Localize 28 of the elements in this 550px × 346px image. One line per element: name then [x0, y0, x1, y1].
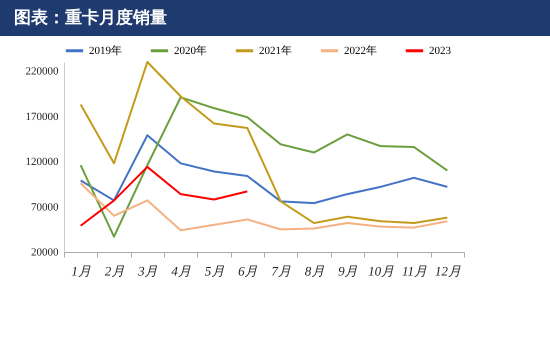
- legend-label: 2023: [429, 44, 452, 57]
- x-tick-label: 6月: [238, 264, 258, 278]
- x-tick-label: 2月: [104, 264, 124, 278]
- x-tick-label: 4月: [171, 264, 191, 278]
- x-tick-label: 1月: [71, 264, 91, 278]
- y-tick-label: 120000: [26, 156, 59, 168]
- x-tick-label: 9月: [338, 264, 358, 278]
- y-tick-label: 170000: [26, 110, 59, 123]
- chart-title: 图表：重卡月度销量: [0, 0, 550, 36]
- y-tick-label: 70000: [31, 201, 59, 214]
- line-series: [80, 61, 448, 224]
- legend-label: 2021年: [259, 44, 292, 57]
- line-series: [80, 96, 448, 238]
- line-series: [80, 134, 448, 204]
- x-tick-label: 12月: [434, 264, 461, 278]
- x-tick-label: 5月: [204, 264, 224, 278]
- x-tick-label: 11月: [402, 264, 428, 278]
- y-tick-label: 20000: [31, 246, 59, 258]
- y-tick-label: 220000: [26, 66, 59, 78]
- legend-label: 2020年: [174, 44, 207, 57]
- x-tick-label: 8月: [304, 264, 324, 278]
- legend-label: 2019年: [89, 44, 122, 57]
- legend-label: 2022年: [344, 44, 377, 57]
- x-tick-label: 3月: [137, 264, 158, 278]
- x-tick-label: 10月: [368, 264, 394, 278]
- line-series: [80, 166, 248, 227]
- line-series: [80, 182, 448, 232]
- x-tick-label: 7月: [271, 264, 291, 278]
